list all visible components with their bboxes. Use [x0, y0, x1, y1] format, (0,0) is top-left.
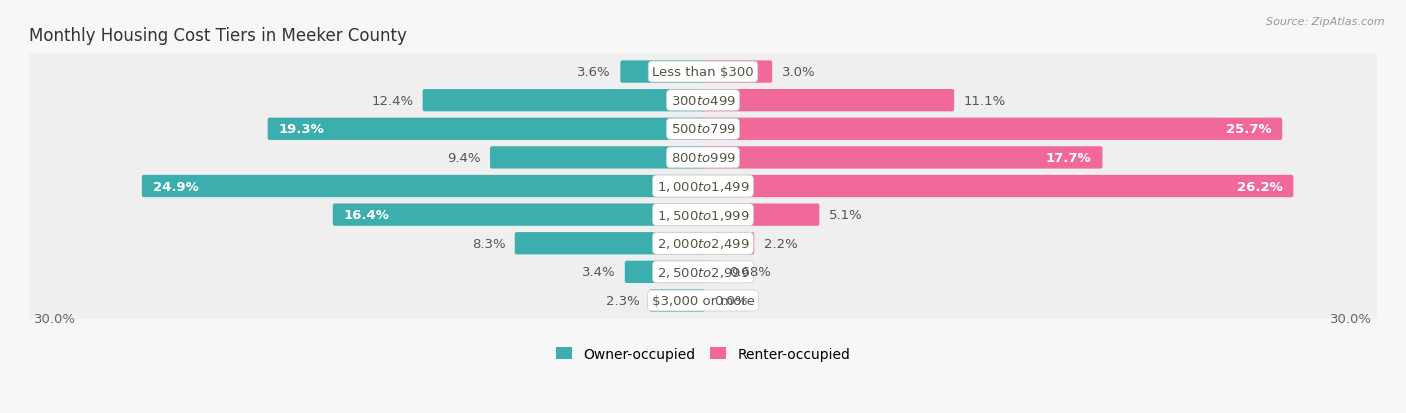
Text: $300 to $499: $300 to $499 — [671, 95, 735, 107]
Text: 12.4%: 12.4% — [371, 95, 413, 107]
FancyBboxPatch shape — [142, 176, 704, 198]
Text: 17.7%: 17.7% — [1046, 152, 1091, 164]
FancyBboxPatch shape — [28, 140, 1378, 176]
FancyBboxPatch shape — [702, 147, 1102, 169]
Text: 9.4%: 9.4% — [447, 152, 481, 164]
Text: $3,000 or more: $3,000 or more — [651, 294, 755, 307]
FancyBboxPatch shape — [28, 54, 1378, 91]
FancyBboxPatch shape — [28, 111, 1378, 148]
FancyBboxPatch shape — [702, 176, 1294, 198]
Text: 5.1%: 5.1% — [828, 209, 862, 222]
Text: 16.4%: 16.4% — [343, 209, 389, 222]
FancyBboxPatch shape — [28, 282, 1378, 319]
FancyBboxPatch shape — [702, 119, 1282, 140]
Text: Source: ZipAtlas.com: Source: ZipAtlas.com — [1267, 17, 1385, 26]
Text: $500 to $799: $500 to $799 — [671, 123, 735, 136]
Text: 0.0%: 0.0% — [714, 294, 748, 307]
Text: $1,000 to $1,499: $1,000 to $1,499 — [657, 180, 749, 194]
Legend: Owner-occupied, Renter-occupied: Owner-occupied, Renter-occupied — [550, 342, 856, 367]
Text: $1,500 to $1,999: $1,500 to $1,999 — [657, 208, 749, 222]
Text: $2,500 to $2,999: $2,500 to $2,999 — [657, 265, 749, 279]
FancyBboxPatch shape — [515, 233, 704, 255]
Text: 2.3%: 2.3% — [606, 294, 640, 307]
FancyBboxPatch shape — [650, 290, 704, 312]
FancyBboxPatch shape — [423, 90, 704, 112]
Text: 3.0%: 3.0% — [782, 66, 815, 79]
Text: 11.1%: 11.1% — [963, 95, 1005, 107]
FancyBboxPatch shape — [702, 233, 754, 255]
Text: $800 to $999: $800 to $999 — [671, 152, 735, 164]
Text: 0.68%: 0.68% — [730, 266, 772, 279]
Text: 2.2%: 2.2% — [763, 237, 797, 250]
FancyBboxPatch shape — [702, 90, 955, 112]
FancyBboxPatch shape — [491, 147, 704, 169]
FancyBboxPatch shape — [28, 197, 1378, 233]
Text: 30.0%: 30.0% — [34, 312, 76, 325]
FancyBboxPatch shape — [702, 204, 820, 226]
FancyBboxPatch shape — [624, 261, 704, 283]
FancyBboxPatch shape — [28, 225, 1378, 262]
FancyBboxPatch shape — [28, 83, 1378, 119]
FancyBboxPatch shape — [702, 61, 772, 83]
Text: 8.3%: 8.3% — [471, 237, 505, 250]
Text: $2,000 to $2,499: $2,000 to $2,499 — [657, 237, 749, 251]
Text: 26.2%: 26.2% — [1237, 180, 1282, 193]
Text: 3.4%: 3.4% — [582, 266, 616, 279]
FancyBboxPatch shape — [267, 119, 704, 140]
Text: 25.7%: 25.7% — [1226, 123, 1271, 136]
FancyBboxPatch shape — [702, 261, 720, 283]
Text: 19.3%: 19.3% — [278, 123, 325, 136]
FancyBboxPatch shape — [28, 169, 1378, 205]
FancyBboxPatch shape — [28, 254, 1378, 290]
Text: 24.9%: 24.9% — [153, 180, 198, 193]
Text: Less than $300: Less than $300 — [652, 66, 754, 79]
Text: 3.6%: 3.6% — [578, 66, 610, 79]
Text: 30.0%: 30.0% — [1330, 312, 1372, 325]
Text: Monthly Housing Cost Tiers in Meeker County: Monthly Housing Cost Tiers in Meeker Cou… — [30, 27, 406, 45]
FancyBboxPatch shape — [333, 204, 704, 226]
FancyBboxPatch shape — [620, 61, 704, 83]
